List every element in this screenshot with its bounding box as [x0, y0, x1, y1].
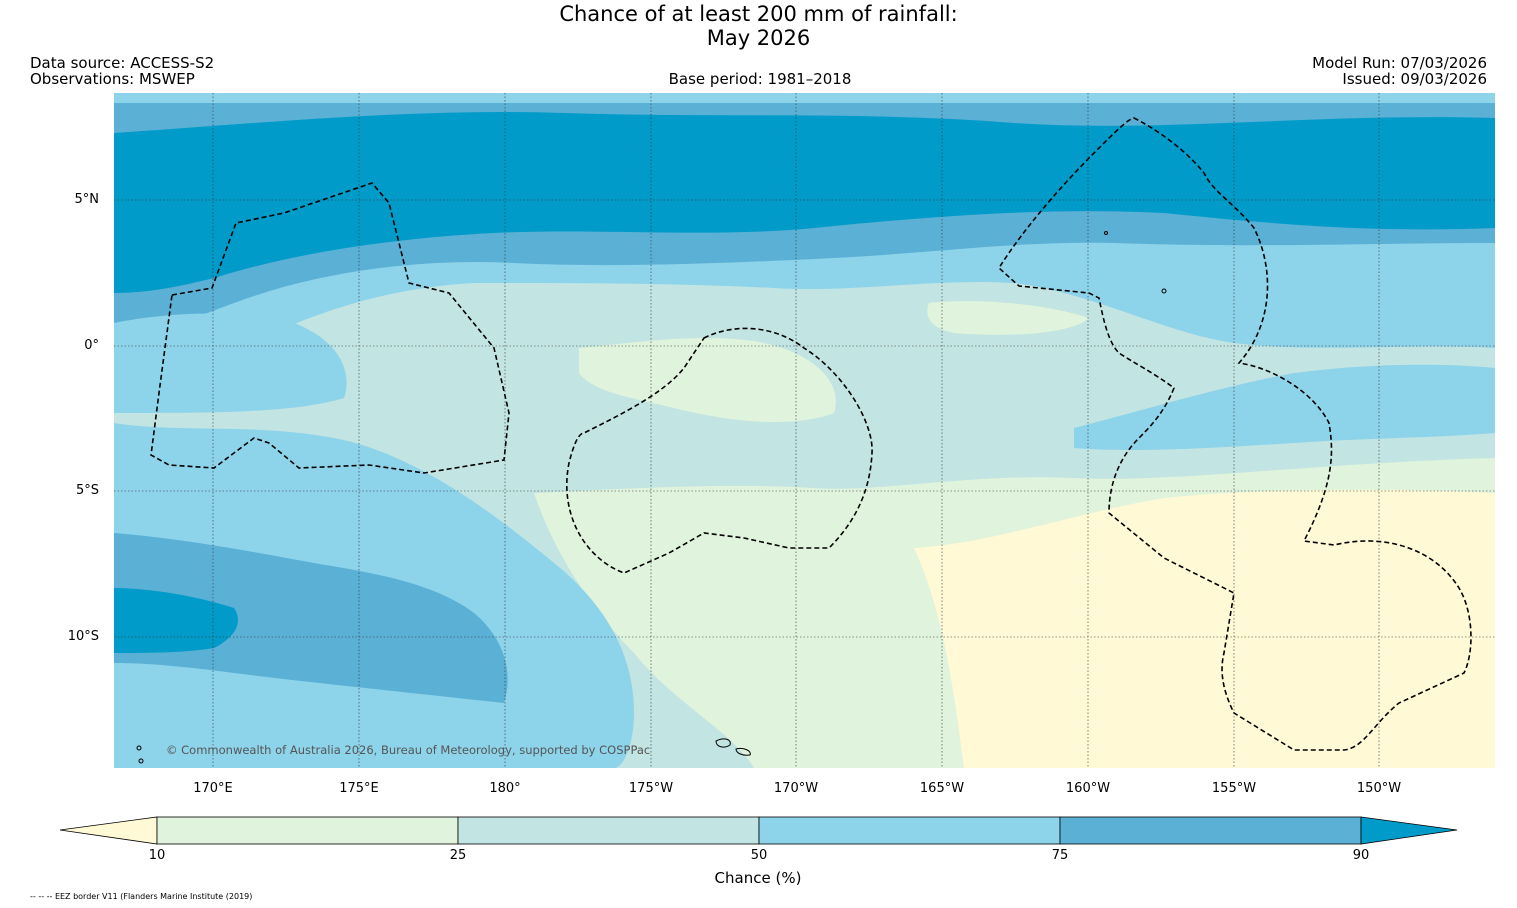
lon-label-150w: 150°W	[1356, 781, 1402, 796]
band-below-10	[914, 489, 1495, 768]
model-run-text: Model Run: 07/03/2026	[1312, 54, 1487, 72]
issued-text: Issued: 09/03/2026	[1342, 70, 1487, 88]
eez-kiribati-gilbert	[150, 182, 510, 474]
islands	[136, 231, 1167, 764]
map-title: Chance of at least 200 mm of rainfall: M…	[0, 2, 1517, 50]
band-75-90-southwest	[114, 533, 508, 703]
lon-label-160w: 160°W	[1065, 781, 1111, 796]
lat-label-5s: 5°S	[75, 483, 99, 498]
colorbar-tick-90: 90	[1352, 848, 1370, 863]
colorbar	[59, 816, 1458, 845]
eez-footer-note: -- -- -- EEZ border V11 (Flanders Marine…	[30, 892, 253, 901]
band-above-90-southwest	[114, 588, 238, 653]
data-source-text: Data source: ACCESS-S2	[30, 54, 215, 72]
eez-kiribati-line	[997, 117, 1472, 751]
band-10-25-central	[579, 338, 836, 423]
eez-tokelau-tuvalu	[565, 327, 873, 574]
copyright-text: © Commonwealth of Australia 2026, Bureau…	[166, 743, 650, 757]
lat-label-10s: 10°S	[67, 629, 99, 644]
band-50-75-west	[114, 313, 347, 413]
lon-label-175e: 175°E	[339, 781, 379, 796]
lon-label-175w: 175°W	[628, 781, 674, 796]
band-10-25-east-strip	[927, 301, 1089, 335]
colorbar-tick-25: 25	[449, 848, 467, 863]
colorbar-segment-50-75	[758, 816, 1061, 845]
lon-label-170e: 170°E	[193, 781, 233, 796]
lon-label-155w: 155°W	[1211, 781, 1257, 796]
lat-label-0: 0°	[84, 338, 99, 353]
colorbar-title: Chance (%)	[714, 869, 802, 887]
colorbar-segment-75-90	[1059, 816, 1362, 845]
observations-text: Observations: MSWEP	[30, 70, 195, 88]
colorbar-segment-above-90	[1360, 816, 1458, 845]
colorbar-tick-50: 50	[750, 848, 768, 863]
colorbar-tick-10: 10	[148, 848, 166, 863]
colorbar-tick-75: 75	[1051, 848, 1069, 863]
lon-label-180: 180°	[489, 781, 521, 796]
colorbar-segment-below-10	[59, 816, 158, 845]
colorbar-segment-10-25	[156, 816, 459, 845]
lat-label-5n: 5°N	[74, 192, 100, 207]
base-period-text: Base period: 1981–2018	[668, 70, 852, 88]
title-line-1: Chance of at least 200 mm of rainfall:	[559, 2, 958, 26]
eez-borders	[150, 117, 1472, 751]
lon-label-165w: 165°W	[919, 781, 965, 796]
rainfall-map: © Commonwealth of Australia 2026, Bureau…	[114, 93, 1495, 768]
lon-label-170w: 170°W	[773, 781, 819, 796]
title-line-2: May 2026	[706, 26, 811, 50]
graticule	[114, 93, 1495, 768]
band-above-90-north	[114, 112, 1495, 293]
colorbar-segment-25-50	[457, 816, 760, 845]
band-50-75-east	[1074, 364, 1495, 451]
